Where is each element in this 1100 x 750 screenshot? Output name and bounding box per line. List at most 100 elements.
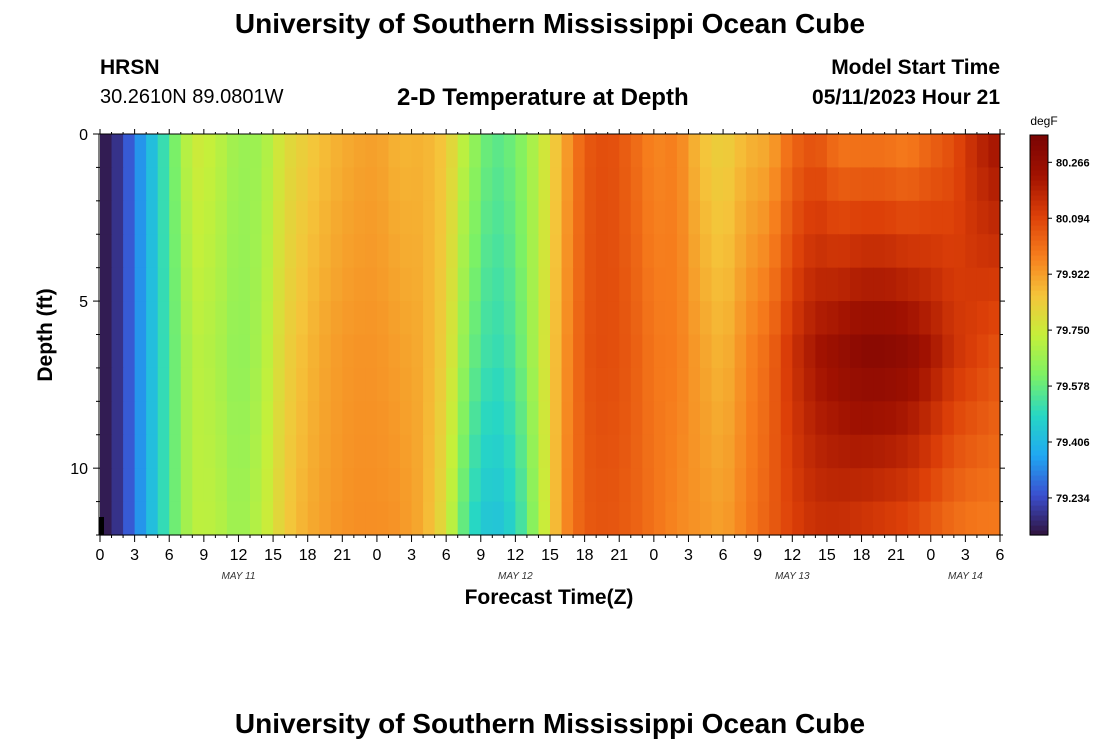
- heatmap-cell: [307, 301, 320, 336]
- heatmap-cell: [503, 301, 516, 336]
- heatmap-cell: [169, 134, 182, 169]
- heatmap-cell: [815, 367, 828, 402]
- heatmap-cell: [942, 367, 955, 402]
- heatmap-cell: [976, 334, 990, 369]
- heatmap-cell: [665, 367, 678, 402]
- heatmap-cell: [642, 301, 655, 336]
- colorbar-tick-label: 79.234: [1056, 493, 1091, 505]
- heatmap-cell: [215, 334, 228, 369]
- heatmap-cell: [619, 167, 632, 202]
- heatmap-cell: [307, 367, 320, 402]
- heatmap-cell: [284, 301, 297, 336]
- heatmap-cell: [815, 434, 828, 469]
- heatmap-cell: [769, 401, 782, 436]
- heatmap-cell: [388, 301, 401, 336]
- heatmap-cell: [515, 468, 528, 503]
- heatmap-cell: [319, 267, 332, 302]
- heatmap-cell: [226, 134, 240, 169]
- heatmap-cell: [446, 468, 459, 503]
- colorbar-segment: [1030, 425, 1048, 431]
- heatmap-cell: [203, 301, 216, 336]
- heatmap-cell: [411, 501, 424, 536]
- heatmap-cell: [711, 401, 724, 436]
- heatmap-cell: [965, 134, 978, 169]
- heatmap-cell: [584, 401, 597, 436]
- heatmap-cell: [157, 134, 170, 169]
- heatmap-cell: [584, 234, 597, 269]
- heatmap-cell: [146, 234, 159, 269]
- heatmap-cell: [838, 468, 851, 503]
- heatmap-cell: [111, 267, 124, 302]
- heatmap-cell: [653, 134, 666, 169]
- heatmap-cell: [157, 167, 170, 202]
- heatmap-cell: [688, 134, 701, 169]
- y-tick-label: 10: [70, 461, 88, 478]
- heatmap-cell: [423, 501, 436, 536]
- heatmap-cell: [434, 334, 447, 369]
- heatmap-cell: [850, 434, 863, 469]
- heatmap-cell: [942, 167, 955, 202]
- colorbar-segment: [1030, 180, 1048, 186]
- colorbar-segment: [1030, 365, 1048, 371]
- heatmap-cell: [596, 234, 609, 269]
- heatmap-cell: [700, 234, 713, 269]
- heatmap-cell: [538, 401, 551, 436]
- heatmap-cell: [492, 468, 505, 503]
- heatmap-cell: [873, 434, 886, 469]
- x-tick-label: 12: [783, 547, 801, 564]
- heatmap-cell: [746, 234, 759, 269]
- heatmap-cell: [815, 167, 828, 202]
- heatmap-cell: [665, 434, 678, 469]
- heatmap-cell: [653, 501, 666, 536]
- heatmap-cell: [884, 267, 897, 302]
- heatmap-cell: [538, 267, 551, 302]
- colorbar-tick-label: 79.406: [1056, 437, 1090, 449]
- heatmap-cell: [515, 134, 528, 169]
- heatmap-cell: [896, 301, 909, 336]
- heatmap-cell: [134, 501, 147, 536]
- heatmap-cell: [884, 501, 897, 536]
- heatmap-cell: [423, 167, 436, 202]
- heatmap-cell: [838, 234, 851, 269]
- heatmap-cell: [411, 468, 424, 503]
- heatmap-cell: [238, 134, 251, 169]
- heatmap-cell: [584, 334, 597, 369]
- heatmap-cell: [503, 134, 516, 169]
- heatmap-cell: [538, 501, 551, 536]
- heatmap-cell: [930, 234, 943, 269]
- heatmap-cell: [388, 200, 401, 235]
- colorbar-segment: [1030, 305, 1048, 311]
- heatmap-cell: [803, 367, 816, 402]
- heatmap-cell: [400, 234, 413, 269]
- heatmap-cell: [457, 367, 470, 402]
- heatmap-cell: [884, 234, 897, 269]
- heatmap-cell: [976, 167, 990, 202]
- heatmap-cell: [192, 167, 205, 202]
- heatmap-cell: [192, 267, 205, 302]
- heatmap-cell: [550, 167, 563, 202]
- heatmap-cell: [584, 468, 597, 503]
- heatmap-cell: [434, 501, 447, 536]
- colorbar-segment: [1030, 400, 1048, 406]
- colorbar-segment: [1030, 255, 1048, 261]
- heatmap-cell: [469, 434, 482, 469]
- heatmap-cell: [838, 367, 851, 402]
- heatmap-cell: [965, 401, 978, 436]
- colorbar-segment: [1030, 505, 1048, 511]
- heatmap-cell: [700, 401, 713, 436]
- heatmap-cell: [215, 434, 228, 469]
- heatmap-cell: [815, 301, 828, 336]
- heatmap-cell: [434, 401, 447, 436]
- heatmap-cell: [930, 401, 943, 436]
- heatmap-cell: [319, 367, 332, 402]
- heatmap-cell: [919, 401, 932, 436]
- heatmap-cell: [746, 401, 759, 436]
- heatmap-cell: [676, 267, 690, 302]
- heatmap-cell: [573, 501, 586, 536]
- colorbar-segment: [1030, 455, 1048, 461]
- heatmap-cell: [169, 367, 182, 402]
- heatmap-cell: [134, 200, 147, 235]
- heatmap-cell: [180, 200, 193, 235]
- heatmap-cell: [180, 401, 193, 436]
- colorbar-segment: [1030, 195, 1048, 201]
